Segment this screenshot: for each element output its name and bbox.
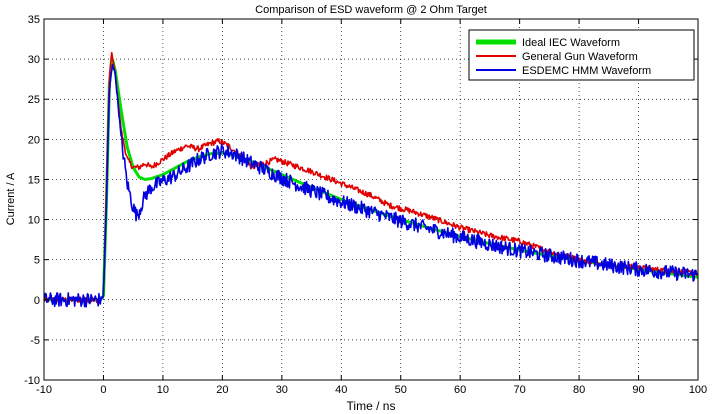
y-tick-label: 35 <box>28 14 40 26</box>
chart-title: Comparison of ESD waveform @ 2 Ohm Targe… <box>255 4 487 16</box>
x-tick-label: 30 <box>276 384 288 396</box>
x-tick-label: 10 <box>157 384 169 396</box>
y-tick-label: 15 <box>28 174 40 186</box>
y-tick-label: 25 <box>28 94 40 106</box>
legend-label: Ideal IEC Waveform <box>522 37 620 49</box>
x-tick-label: 100 <box>689 384 707 396</box>
legend-label: General Gun Waveform <box>522 51 638 63</box>
series-line-2 <box>43 51 699 304</box>
y-tick-label: 30 <box>28 54 40 66</box>
y-axis-label: Current / A <box>5 172 17 225</box>
x-tick-label: 40 <box>335 384 347 396</box>
x-tick-label: 90 <box>632 384 644 396</box>
x-tick-label: 80 <box>573 384 585 396</box>
tick-labels: -10 0 10 20 30 40 50 60 70 80 90 100 -10 -5 0 5 10 15 20 25… <box>24 14 707 396</box>
legend-label: ESDEMC HMM Waveform <box>522 65 651 77</box>
x-tick-label: 0 <box>100 384 106 396</box>
series-layer <box>43 51 699 308</box>
x-tick-label: 70 <box>514 384 526 396</box>
x-tick-label: 50 <box>395 384 407 396</box>
x-tick-label: 60 <box>454 384 466 396</box>
y-tick-label: -10 <box>24 375 40 387</box>
axis-ticks <box>43 18 699 381</box>
legend: Ideal IEC Waveform General Gun Waveform ES… <box>468 29 695 81</box>
plot-frame <box>43 18 699 381</box>
y-tick-label: 20 <box>28 134 40 146</box>
y-tick-label: -5 <box>30 335 40 347</box>
x-tick-label: -10 <box>36 384 52 396</box>
x-axis-label: Time / ns <box>347 399 396 413</box>
y-tick-label: 0 <box>34 295 40 307</box>
y-tick-label: 10 <box>28 215 40 227</box>
series-line-3 <box>43 63 698 308</box>
grid-lines <box>44 19 698 380</box>
y-tick-label: 5 <box>34 255 40 267</box>
x-tick-label: 20 <box>216 384 228 396</box>
